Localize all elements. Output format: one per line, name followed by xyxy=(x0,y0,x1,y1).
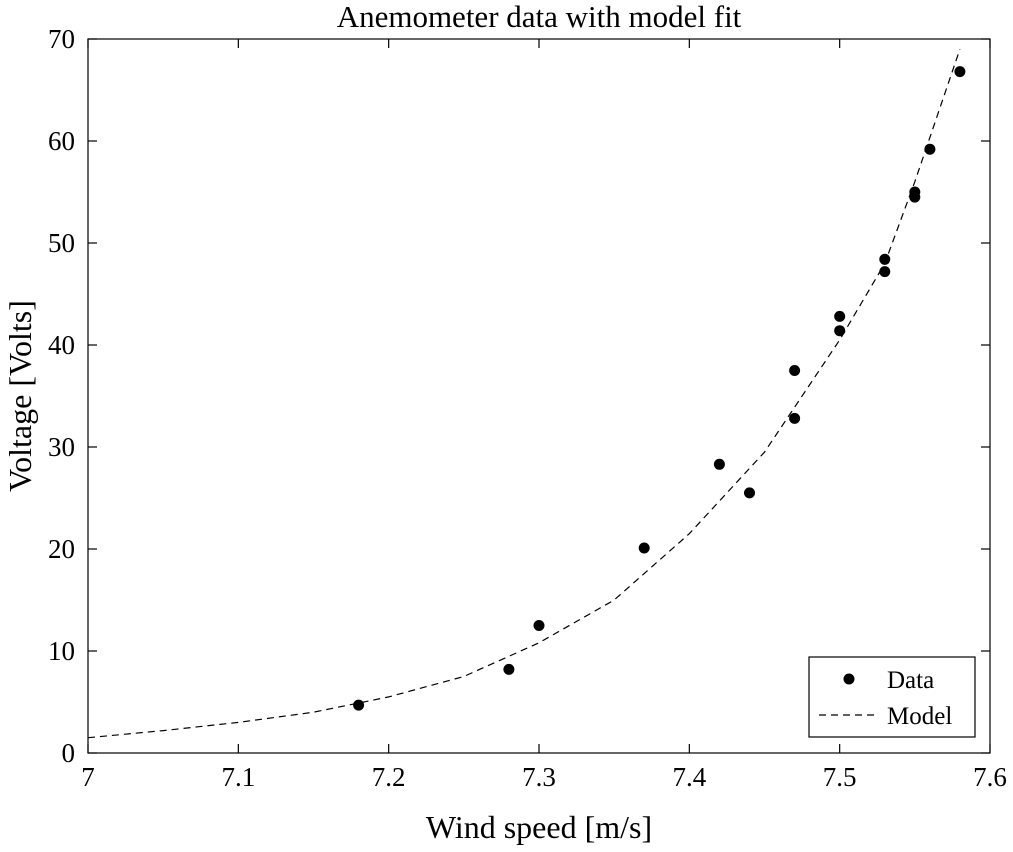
x-tick-label-5: 7.5 xyxy=(823,762,857,792)
model-fit-line xyxy=(87,49,961,739)
data-point-3 xyxy=(533,620,545,631)
data-point-9 xyxy=(834,310,846,322)
data-point-11 xyxy=(879,253,891,265)
x-tick-label-6: 7.6 xyxy=(973,762,1007,792)
x-tick-label-2: 7.2 xyxy=(372,762,406,792)
y-tick-label-7: 70 xyxy=(48,24,75,54)
legend-box xyxy=(808,656,976,738)
y-tick-label-2: 20 xyxy=(48,534,75,564)
legend-data-marker xyxy=(843,673,855,685)
plot-data-layer xyxy=(87,49,966,739)
data-point-2 xyxy=(503,663,515,675)
legend: Data Model xyxy=(808,656,976,738)
y-tick-label-1: 10 xyxy=(48,636,75,666)
x-axis-label: Wind speed [m/s] xyxy=(426,809,652,845)
axis-ticks: 7 7.1 7.2 7.3 7.4 7.5 7.6 0 10 20 30 40 50 60 70 xyxy=(48,24,1007,792)
data-point-4 xyxy=(638,542,650,554)
data-point-6 xyxy=(744,487,755,499)
x-tick-label-0: 7 xyxy=(81,762,95,792)
y-tick-label-4: 40 xyxy=(48,330,75,360)
data-point-15 xyxy=(924,143,936,155)
data-point-14 xyxy=(909,191,921,203)
legend-label-model: Model xyxy=(887,703,952,730)
data-point-7 xyxy=(789,365,801,376)
x-tick-label-4: 7.4 xyxy=(672,762,706,792)
data-point-12 xyxy=(879,266,891,278)
legend-label-data: Data xyxy=(887,667,934,694)
data-point-10 xyxy=(834,325,846,337)
x-tick-label-3: 7.3 xyxy=(522,762,556,792)
plot-area-frame xyxy=(87,38,991,754)
data-point-1 xyxy=(353,699,365,711)
y-axis-label: Voltage [Volts] xyxy=(2,300,38,492)
y-tick-label-0: 0 xyxy=(62,738,76,768)
y-tick-label-6: 60 xyxy=(48,126,75,156)
chart-title: Anemometer data with model fit xyxy=(337,0,742,34)
x-tick-label-1: 7.1 xyxy=(221,762,255,792)
y-tick-label-5: 50 xyxy=(48,228,75,258)
y-tick-label-3: 30 xyxy=(48,432,75,462)
data-point-5 xyxy=(713,458,725,470)
data-point-16 xyxy=(954,66,966,78)
data-point-8 xyxy=(789,412,801,424)
